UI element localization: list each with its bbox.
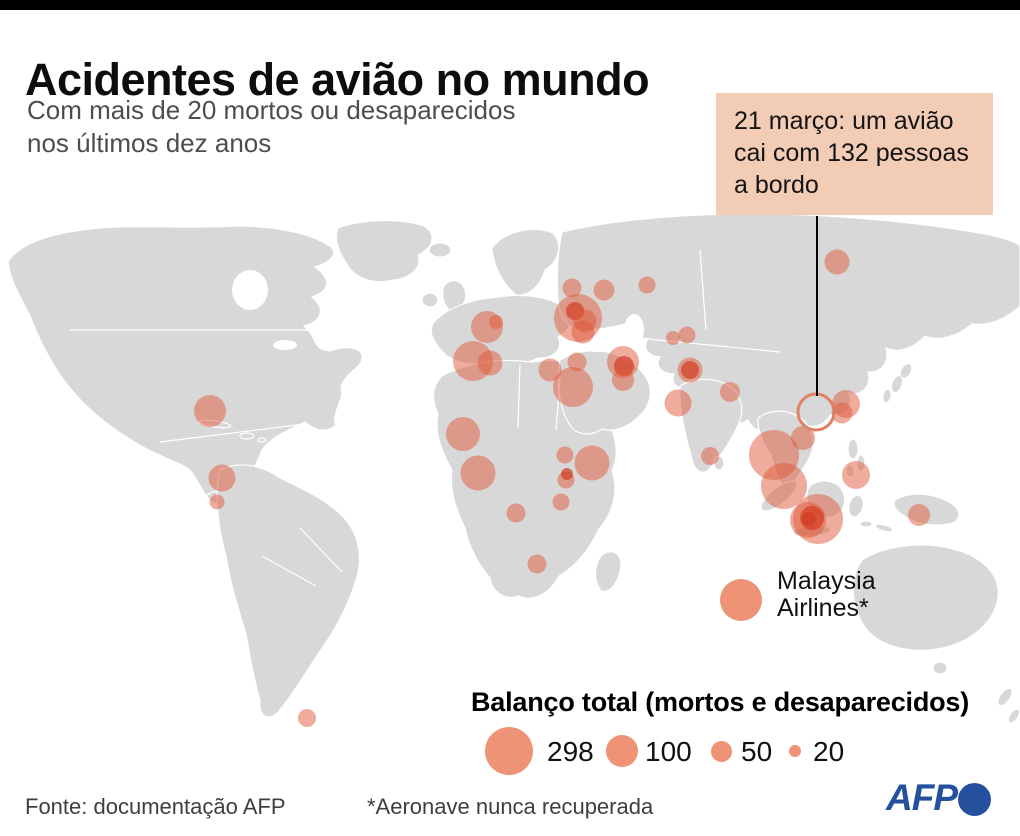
accident-bubble [761, 463, 807, 509]
legend-scale-value: 50 [741, 736, 773, 767]
accident-bubble [678, 326, 696, 344]
accident-bubble [209, 494, 225, 510]
accident-bubble [571, 320, 595, 344]
accident-bubble [574, 445, 610, 481]
accident-bubble [477, 350, 503, 376]
accident-bubble [701, 447, 719, 465]
page-subtitle: Com mais de 20 mortos ou desaparecidos n… [27, 95, 516, 158]
accident-bubble [802, 512, 816, 526]
afp-logo-circle [958, 783, 991, 816]
page-title: Acidentes de avião no mundo [25, 54, 650, 106]
accident-bubble [489, 315, 503, 329]
legend-scale-circle [789, 745, 801, 757]
accident-bubble [831, 402, 853, 424]
accident-bubble [561, 468, 573, 480]
legend-scale-circle [606, 735, 638, 767]
legend-scale-value: 100 [645, 736, 692, 767]
legend-title: Balanço total (mortos e desaparecidos) [471, 687, 970, 717]
accident-bubble [460, 455, 496, 491]
legend-scale-value: 298 [547, 736, 594, 767]
accident-bubble [567, 352, 587, 372]
accident-bubble [664, 389, 692, 417]
annotation-box: 21 março: um avião cai com 132 pessoas a… [716, 93, 993, 215]
legend-scale-circle [710, 740, 732, 762]
accident-bubble [553, 367, 593, 407]
accident-bubble [666, 331, 680, 345]
accident-bubble [446, 417, 480, 451]
accident-bubble [208, 464, 236, 492]
accident-bubble [552, 493, 570, 511]
accident-bubble [720, 382, 740, 402]
afp-logo-text: AFP [886, 777, 958, 818]
accident-bubble [527, 554, 547, 574]
accident-bubble [562, 278, 582, 298]
top-bar [0, 0, 1020, 10]
annotation-connector-line [816, 216, 818, 396]
footer-source: Fonte: documentação AFP [25, 794, 286, 819]
accident-bubble [842, 461, 870, 489]
accident-bubble [593, 279, 615, 301]
annotation-text: 21 março: um avião cai com 132 pessoas a… [734, 107, 969, 199]
accident-bubble [612, 369, 634, 391]
legend-scale-circle [485, 727, 533, 775]
footer-note: *Aeronave nunca recuperada [367, 794, 654, 819]
accident-bubble [824, 249, 850, 275]
malaysia-airlines-label: Malaysia Airlines* [777, 567, 876, 622]
accident-bubble [194, 395, 226, 427]
accident-bubble [298, 709, 316, 727]
malaysia-airlines-circle [720, 579, 762, 621]
accident-bubble [681, 361, 699, 379]
accident-bubble [506, 503, 526, 523]
accident-bubble [638, 276, 656, 294]
accident-bubble [556, 446, 574, 464]
accident-bubble [908, 504, 930, 526]
afp-logo: AFP [886, 777, 996, 819]
legend-scale-value: 20 [813, 736, 845, 767]
bubble-layer [194, 249, 930, 727]
landmass-layer [7, 213, 1020, 724]
accident-bubble [791, 426, 815, 450]
accident-bubble [538, 358, 562, 382]
